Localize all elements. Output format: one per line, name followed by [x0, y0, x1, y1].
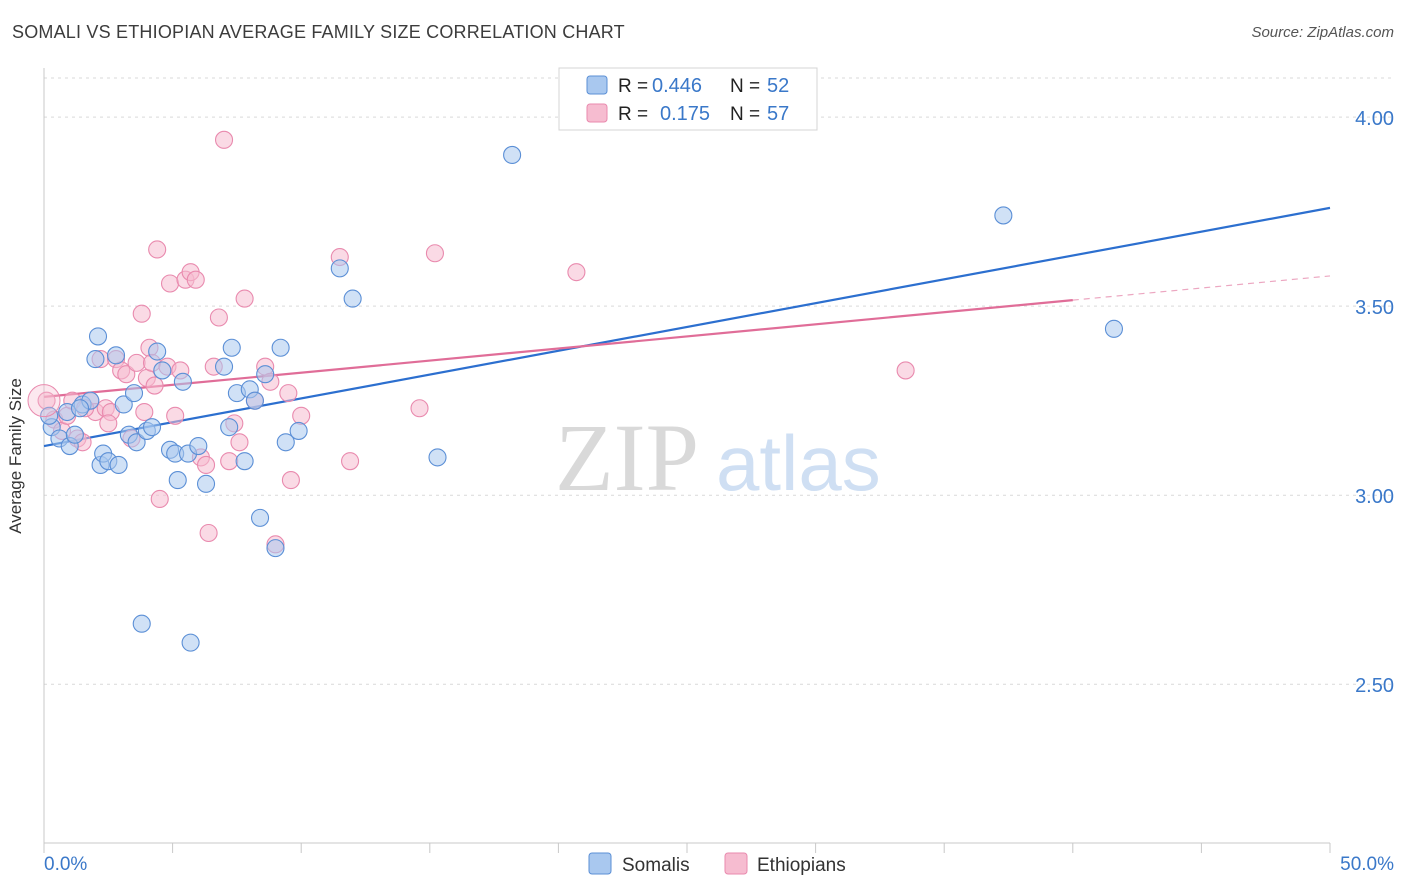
ethiopian-point-14	[117, 365, 136, 384]
legend-n-label-ethiopians: N =	[730, 104, 760, 125]
ethiopian-point-39	[230, 433, 249, 452]
legend-r-label-somalis: R =	[618, 76, 648, 97]
ethiopian-point-36	[214, 130, 234, 149]
ethiopian-trend-extension	[1072, 275, 1331, 301]
legend-n-label-somalis: N =	[730, 76, 760, 97]
somali-point-34	[235, 452, 254, 471]
somali-point-26	[173, 372, 192, 391]
ethiopian-point-33	[199, 523, 218, 543]
ethiopian-point-large	[27, 384, 61, 418]
scatter-points	[27, 130, 1124, 652]
ethiopian-point-45	[279, 384, 298, 403]
y-tick-label: 3.50	[1355, 297, 1394, 319]
series-legend: Somalis Ethiopians	[588, 852, 846, 876]
somali-point-36	[245, 391, 264, 410]
source-label: Source: ZipAtlas.com	[1251, 24, 1394, 41]
legend-swatch-somalis	[586, 75, 608, 95]
somali-point-51	[220, 418, 239, 437]
ethiopian-point-26	[166, 406, 185, 425]
somali-point-38	[256, 365, 275, 384]
legend-r-label-ethiopians: R =	[618, 104, 648, 125]
somali-point-4	[65, 425, 84, 444]
somali-point-42	[289, 421, 308, 440]
somali-point-41	[276, 433, 295, 452]
ethiopian-point-37	[220, 452, 239, 471]
bottom-legend-ethiopians: Ethiopians	[757, 855, 846, 876]
chart-title: SOMALI VS ETHIOPIAN AVERAGE FAMILY SIZE …	[12, 22, 625, 42]
ethiopian-point-47	[292, 406, 311, 425]
somali-point-39	[266, 539, 285, 558]
somali-point-48	[1104, 319, 1124, 338]
bottom-swatch-ethiopians	[724, 852, 748, 875]
somali-point-50	[70, 399, 90, 418]
legend-n-value-somalis: 52	[767, 75, 789, 97]
watermark-zip: ZIP	[555, 404, 699, 511]
somali-point-12	[106, 346, 126, 365]
ethiopian-point-49	[341, 452, 360, 471]
legend-n-value-ethiopians: 57	[767, 103, 789, 125]
y-tick-labels: 2.50 3.00 3.50 4.00	[1355, 108, 1394, 697]
somali-point-20	[142, 418, 162, 437]
bottom-legend-somalis: Somalis	[622, 855, 690, 876]
y-tick-label: 3.00	[1355, 486, 1394, 508]
ethiopian-point-54	[135, 402, 154, 422]
somali-point-28	[181, 633, 200, 652]
ethiopian-point-53	[896, 361, 915, 380]
axes	[43, 68, 1331, 853]
ethiopian-point-23	[150, 489, 169, 509]
ethiopian-point-17	[132, 304, 151, 323]
ethiopian-point-55	[99, 414, 118, 433]
somali-point-31	[214, 357, 234, 376]
legend-r-value-ethiopians: 0.175	[660, 103, 710, 125]
stats-legend: R = 0.446 N = 52 R = 0.175 N = 57	[558, 67, 818, 131]
somali-point-45	[428, 448, 447, 467]
y-tick-label: 2.50	[1355, 675, 1394, 697]
somali-point-44	[343, 289, 362, 308]
ethiopian-point-52	[567, 263, 586, 282]
somali-point-46	[503, 145, 522, 165]
ethiopian-point-16	[127, 353, 146, 372]
somali-point-37	[250, 508, 270, 527]
bottom-swatch-somalis	[588, 852, 612, 875]
somali-point-29	[189, 436, 208, 456]
ethiopian-trend-line	[43, 299, 1073, 398]
ethiopian-point-51	[425, 244, 444, 263]
legend-r-value-somalis: 0.446	[652, 75, 702, 97]
gridlines	[44, 77, 1395, 685]
y-tick-label: 4.00	[1355, 108, 1394, 130]
somali-point-22	[153, 361, 172, 380]
ethiopian-point-35	[209, 308, 228, 327]
ethiopian-point-30	[186, 270, 205, 289]
somali-point-25	[168, 471, 187, 490]
x-tick-label-max: 50.0%	[1340, 854, 1394, 875]
x-tick-labels: 0.0% 50.0%	[44, 854, 1394, 875]
legend-swatch-ethiopians	[586, 103, 608, 123]
somali-point-16	[124, 384, 144, 403]
watermark: ZIP atlas	[555, 404, 881, 511]
somali-point-18	[132, 614, 151, 633]
ethiopian-point-22	[148, 240, 167, 259]
somali-point-8	[88, 327, 108, 346]
somali-point-7	[86, 350, 105, 369]
watermark-atlas: atlas	[716, 419, 881, 507]
somali-point-43	[330, 259, 349, 278]
ethiopian-point-21	[145, 376, 164, 395]
somali-point-21	[148, 342, 167, 361]
somali-point-32	[222, 338, 241, 357]
ethiopian-point-50	[410, 399, 429, 418]
ethiopian-point-46	[281, 471, 300, 490]
somali-point-40	[271, 338, 290, 357]
somali-point-14	[114, 395, 133, 414]
somali-point-13	[109, 455, 128, 475]
y-axis-label: Average Family Size	[6, 378, 25, 534]
somali-point-17	[127, 433, 146, 452]
ethiopian-point-40	[235, 289, 254, 308]
x-tick-label-min: 0.0%	[44, 854, 87, 875]
somali-point-30	[196, 474, 216, 493]
ethiopian-point-25	[160, 274, 180, 293]
ethiopian-point-32	[196, 455, 216, 475]
somali-point-47	[994, 206, 1013, 225]
